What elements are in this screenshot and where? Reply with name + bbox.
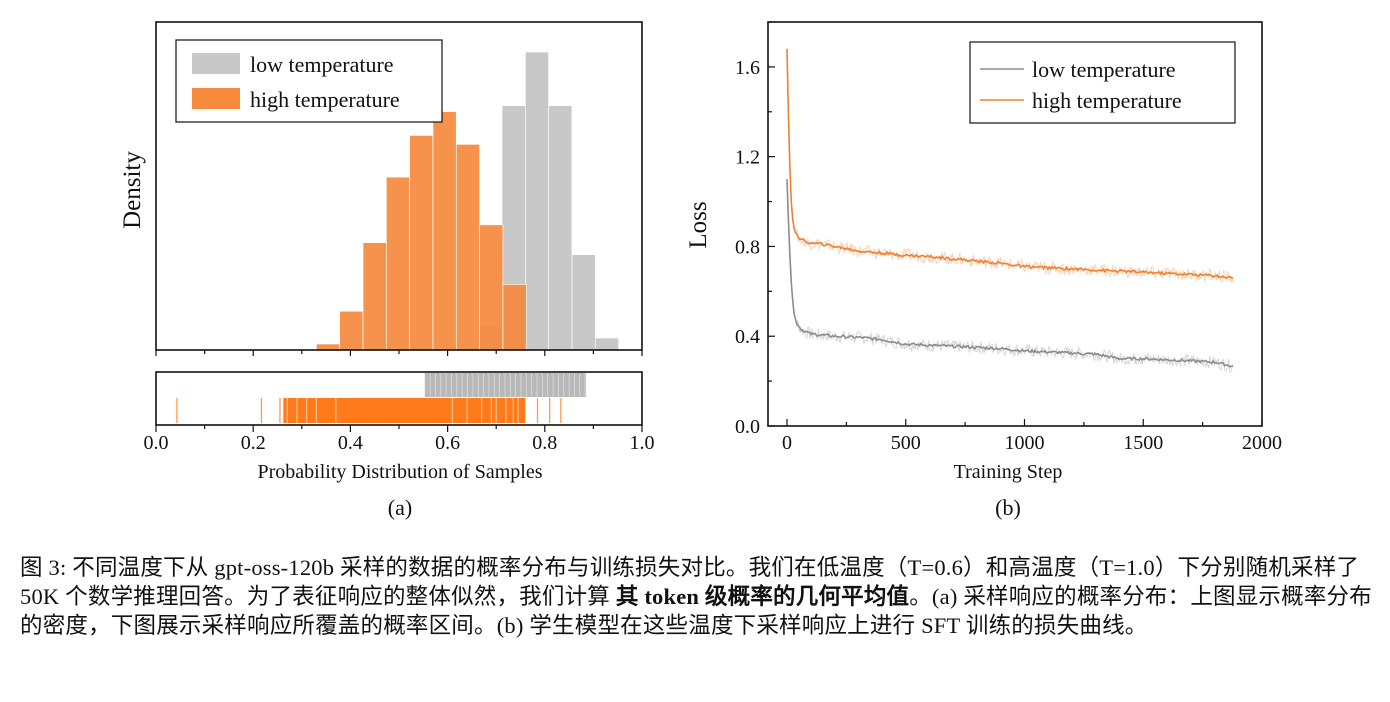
hist-series-high [316, 111, 527, 351]
caption-tail: 。(a) 采样响应的概率分布：上图显示概率分布的密度，下图展示采样响应所覆盖的概… [20, 584, 1372, 638]
loss-legend-box [969, 41, 1236, 124]
hist-bar-high [456, 144, 480, 351]
hist-bar-high [339, 310, 364, 351]
panel-b-label: (b) [995, 495, 1021, 520]
loss-x-tick-label: 2000 [1242, 432, 1282, 454]
hist-legend-swatch-high [192, 88, 240, 109]
hist-bar-low [548, 105, 573, 351]
loss-legend-label-high: high temperature [1032, 88, 1182, 113]
loss-y-label: Loss [685, 201, 712, 248]
hist-legend-label-high: high temperature [250, 87, 400, 112]
hist-legend-label-low: low temperature [250, 52, 394, 77]
rug-series-high [176, 398, 562, 423]
loss-x-tick-label: 500 [891, 432, 921, 454]
hist-x-tick-label: 1.0 [630, 432, 655, 454]
loss-x-tick-label: 1000 [1005, 432, 1045, 454]
loss-legend-label-low: low temperature [1032, 57, 1176, 82]
hist-bar-high [502, 284, 527, 351]
panel-a-label: (a) [388, 495, 412, 520]
loss-lines [786, 48, 1234, 373]
hist-x-tick-label: 0.4 [338, 432, 363, 454]
hist-x-tick-label: 0.6 [435, 432, 460, 454]
hist-bar-high [386, 176, 410, 351]
hist-bar-low [525, 51, 549, 351]
histogram-chart: Density low temperature high temperature [119, 21, 643, 356]
hist-bar-high [362, 242, 387, 351]
loss-x-ticks: 0 500 1000 1500 2000 [782, 419, 1282, 454]
hist-bar-high [479, 224, 504, 351]
loss-frame [767, 21, 1263, 427]
hist-bar-high [432, 111, 457, 351]
loss-line-low [786, 179, 1234, 368]
rug-series-low [424, 373, 587, 397]
loss-x-label: Training Step [954, 461, 1063, 483]
loss-chart: 0 500 1000 1500 2000 0.0 0.4 0.8 1.2 1.6 Loss Tr… [685, 21, 1282, 520]
hist-legend: low temperature high temperature [175, 39, 443, 123]
loss-line-high [786, 48, 1234, 280]
figure: Density low temperature high temperature… [119, 21, 1282, 520]
loss-y-ticks: 0.0 0.4 0.8 1.2 1.6 [735, 21, 775, 438]
loss-x-tick-label: 0 [782, 432, 792, 454]
hist-x-tick-label: 0.0 [144, 432, 169, 454]
hist-legend-swatch-low [192, 53, 240, 74]
hist-x-tick-label: 0.8 [532, 432, 557, 454]
hist-bar-low [595, 337, 619, 351]
loss-y-tick-label: 0.8 [735, 236, 760, 258]
hist-bar-high [409, 135, 434, 351]
hist-bar-low [571, 254, 596, 351]
rug-band-high [283, 398, 526, 423]
hist-x-tick-label: 0.2 [241, 432, 266, 454]
rug-x-ticks: 0.0 0.2 0.4 0.6 0.8 1.0 [144, 425, 655, 454]
caption-bold: 其 token 级概率的几何平均值 [615, 584, 910, 609]
hist-x-label: Probability Distribution of Samples [258, 461, 543, 483]
loss-y-tick-label: 0.4 [735, 326, 760, 348]
loss-y-tick-label: 1.2 [735, 147, 760, 169]
hist-y-label: Density [119, 151, 146, 229]
caption-lead: 图 3: 不同温度下从 gpt-oss-120b 采样的数据的概率分布与训练损失… [20, 555, 1360, 609]
loss-legend: low temperature high temperature [969, 41, 1236, 124]
loss-x-tick-label: 1500 [1123, 432, 1163, 454]
loss-y-tick-label: 1.6 [735, 57, 760, 79]
rug-band-low [424, 373, 587, 397]
hist-x-ticks [155, 350, 643, 356]
figure-caption: 图 3: 不同温度下从 gpt-oss-120b 采样的数据的概率分布与训练损失… [20, 553, 1375, 640]
rug-plot: 0.0 0.2 0.4 0.6 0.8 1.0 Probability Distribut… [144, 371, 655, 520]
loss-y-tick-label: 0.0 [735, 416, 760, 438]
hist-bar-high [316, 343, 340, 351]
